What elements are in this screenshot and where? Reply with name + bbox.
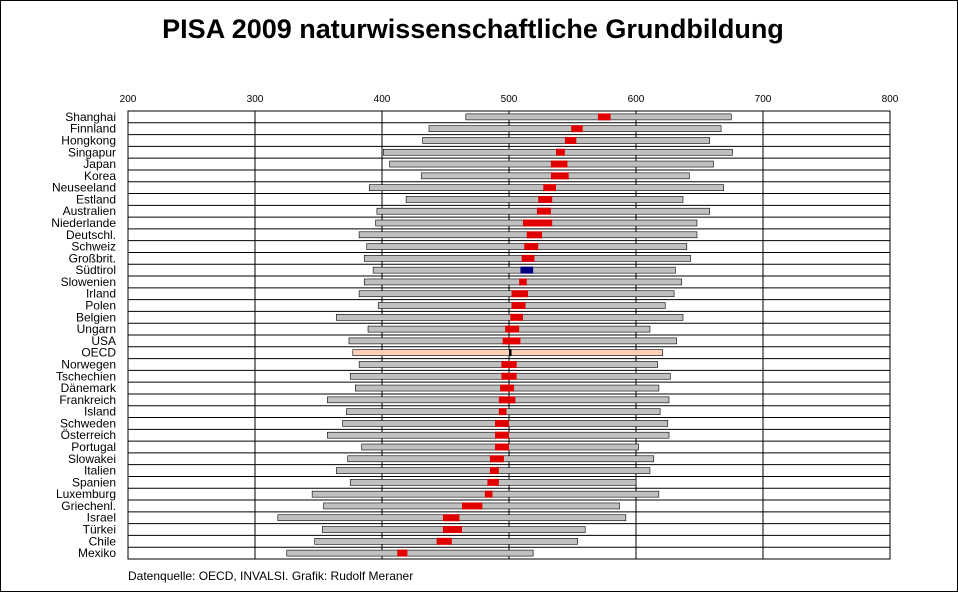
country-label: Österreich [61, 428, 116, 442]
country-label: Deutschl. [66, 228, 116, 242]
mean-marker [555, 148, 565, 156]
mean-marker [511, 290, 529, 298]
mean-marker [550, 172, 569, 180]
country-label: Mexiko [78, 546, 116, 560]
x-tick-label: 700 [755, 94, 772, 105]
x-tick-label: 600 [628, 94, 645, 105]
mean-marker [495, 431, 509, 439]
mean-marker [597, 113, 611, 121]
mean-marker [571, 125, 583, 133]
country-label: Estland [76, 192, 116, 206]
mean-marker [484, 490, 493, 498]
country-label: Italien [84, 464, 116, 478]
mean-marker [505, 325, 520, 333]
range-bar [327, 396, 670, 404]
mean-marker [543, 184, 556, 192]
mean-marker [510, 313, 523, 321]
mean-markers [397, 113, 611, 557]
mean-marker [536, 207, 551, 215]
country-label: Slowakei [68, 452, 116, 466]
country-label: Belgien [76, 310, 116, 324]
mean-marker [436, 537, 452, 545]
mean-marker [511, 302, 526, 310]
mean-marker [519, 278, 527, 286]
country-label: Griechenl. [61, 499, 116, 513]
country-label: Chile [89, 534, 117, 548]
mean-marker [520, 266, 534, 274]
plot-border [127, 110, 891, 560]
country-label: Portugal [71, 440, 116, 454]
mean-marker [502, 337, 521, 345]
mean-marker [564, 136, 577, 144]
mean-marker [397, 549, 408, 557]
mean-marker [489, 467, 499, 475]
mean-marker [550, 160, 568, 168]
country-label: Singapur [68, 145, 116, 159]
country-label: USA [91, 334, 116, 348]
x-tick-label: 500 [501, 94, 518, 105]
country-label: Finnland [70, 122, 116, 136]
mean-marker [501, 372, 517, 380]
mean-marker [462, 502, 483, 510]
country-label: Korea [84, 169, 116, 183]
x-axis-ticks: 200 300 400 500 600 700 800 [120, 94, 899, 105]
range-bar [352, 349, 663, 356]
plot-area [127, 110, 891, 560]
x-tick-label: 300 [247, 94, 264, 105]
range-bar [286, 549, 534, 557]
country-label: Schweiz [71, 240, 116, 254]
mean-marker [498, 408, 507, 416]
country-label: Polen [85, 299, 116, 313]
country-label: Tschechien [56, 369, 116, 383]
country-label: Japan [83, 157, 116, 171]
country-label: Großbrit. [69, 251, 116, 265]
country-label: Frankreich [59, 393, 116, 407]
country-label: Neuseeland [52, 181, 116, 195]
x-tick-label: 400 [374, 94, 391, 105]
grid-lines [127, 110, 891, 560]
country-label: OECD [81, 346, 116, 360]
range-bar [335, 314, 684, 321]
mean-marker [495, 443, 509, 451]
country-label: Norwegen [61, 357, 116, 371]
country-label: Australien [63, 204, 116, 218]
country-label: Irland [86, 287, 116, 301]
country-label: Hongkong [61, 133, 116, 147]
source-note: Datenquelle: OECD, INVALSI. Grafik: Rudo… [128, 569, 414, 583]
country-label: Israel [87, 511, 116, 525]
mean-marker [442, 514, 460, 522]
mean-marker [538, 195, 553, 203]
mean-marker [500, 384, 515, 392]
country-label: Island [84, 405, 116, 419]
mean-marker [501, 360, 517, 368]
mean-marker [498, 396, 516, 404]
chart-title: PISA 2009 naturwissenschaftliche Grundbi… [162, 14, 784, 44]
country-label: Niederlande [51, 216, 116, 230]
mean-marker [521, 254, 535, 262]
mean-marker [489, 455, 504, 463]
country-labels: ShanghaiFinnlandHongkongSingapurJapanKor… [51, 110, 117, 560]
mean-marker [522, 219, 553, 227]
country-label: Luxemburg [56, 487, 116, 501]
country-label: Slowenien [61, 275, 116, 289]
country-label: Türkei [83, 523, 116, 537]
mean-marker [524, 243, 539, 251]
country-label: Ungarn [77, 322, 116, 336]
x-tick-label: 200 [120, 94, 137, 105]
x-tick-label: 800 [882, 94, 899, 105]
country-label: Shanghai [65, 110, 116, 124]
country-label: Spanien [72, 475, 116, 489]
mean-marker [442, 526, 463, 534]
mean-marker [509, 349, 512, 357]
mean-marker [495, 419, 509, 427]
mean-marker [526, 231, 543, 239]
country-label: Dänemark [61, 381, 117, 395]
country-label: Schweden [60, 416, 116, 430]
mean-marker [487, 478, 499, 486]
country-label: Südtirol [75, 263, 116, 277]
